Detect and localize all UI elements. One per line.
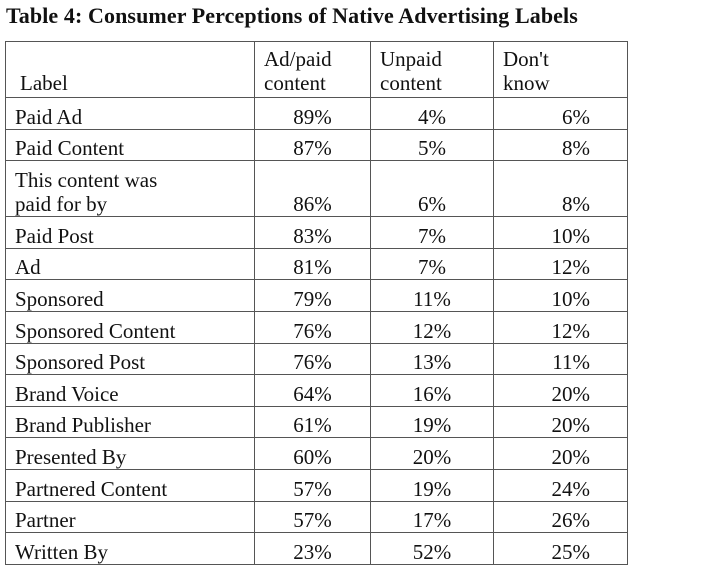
table-row: Partner 57% 17% 26%: [5, 500, 628, 534]
label-text: Paid Post: [15, 223, 94, 248]
label-text: Brand Voice: [15, 381, 119, 406]
cell-ad-paid: 76%: [254, 342, 371, 376]
cell-label: Sponsored Content: [5, 310, 255, 344]
table-row: Sponsored Content 76% 12% 12%: [5, 310, 628, 344]
cell-dont-know: 25%: [493, 532, 628, 565]
cell-unpaid: 6%: [370, 160, 494, 218]
cell-label: Partner: [5, 500, 255, 534]
cell-ad-paid: 57%: [254, 468, 371, 502]
cell-dont-know: 8%: [493, 128, 628, 162]
cell-unpaid: 19%: [370, 468, 494, 502]
cell-ad-paid: 79%: [254, 279, 371, 312]
cell-ad-paid: 87%: [254, 128, 371, 162]
cell-unpaid: 19%: [370, 405, 494, 439]
table-row: Paid Post 83% 7% 10%: [5, 216, 628, 249]
header-text: content: [380, 71, 442, 95]
cell-dont-know: 10%: [493, 216, 628, 249]
cell-unpaid: 7%: [370, 247, 494, 281]
table-row: This content was paid for by 86% 6% 8%: [5, 160, 628, 218]
label-text: Paid Content: [15, 136, 125, 161]
cell-dont-know: 12%: [493, 310, 628, 344]
label-text: Partnered Content: [15, 476, 168, 501]
cell-label: Sponsored Post: [5, 342, 255, 376]
table-row: Presented By 60% 20% 20%: [5, 437, 628, 470]
cell-label: Paid Ad: [5, 97, 255, 130]
table-row: Sponsored 79% 11% 10%: [5, 279, 628, 312]
header-text: know: [503, 71, 550, 95]
table-row: Ad 81% 7% 12%: [5, 247, 628, 281]
label-text: paid for by: [15, 192, 108, 217]
cell-dont-know: 20%: [493, 437, 628, 470]
table-row: Paid Ad 89% 4% 6%: [5, 97, 628, 130]
cell-dont-know: 11%: [493, 342, 628, 376]
header-text: Unpaid: [380, 47, 442, 71]
cell-label: This content was paid for by: [5, 160, 255, 218]
table-row: Brand Publisher 61% 19% 20%: [5, 405, 628, 439]
cell-unpaid: 5%: [370, 128, 494, 162]
label-text: Partner: [15, 508, 76, 533]
table-row: Written By 23% 52% 25%: [5, 532, 628, 565]
cell-label: Paid Post: [5, 216, 255, 249]
perceptions-table: Label Ad/paid content Unpaid content Don't…: [5, 41, 628, 565]
header-row: Label Ad/paid content Unpaid content Don't…: [5, 41, 628, 98]
cell-ad-paid: 23%: [254, 532, 371, 565]
label-text: Sponsored: [15, 286, 104, 311]
cell-label: Brand Voice: [5, 374, 255, 407]
cell-dont-know: 20%: [493, 374, 628, 407]
cell-unpaid: 16%: [370, 374, 494, 407]
cell-dont-know: 26%: [493, 500, 628, 534]
cell-unpaid: 7%: [370, 216, 494, 249]
header-text: Don't: [503, 47, 549, 71]
cell-dont-know: 12%: [493, 247, 628, 281]
label-text: Presented By: [15, 444, 127, 469]
table-row: Partnered Content 57% 19% 24%: [5, 468, 628, 502]
header-label-text: Label: [20, 71, 68, 95]
cell-ad-paid: 60%: [254, 437, 371, 470]
label-text: Paid Ad: [15, 104, 83, 129]
cell-dont-know: 6%: [493, 97, 628, 130]
cell-dont-know: 8%: [493, 160, 628, 218]
label-text: Sponsored Post: [15, 350, 146, 375]
cell-unpaid: 20%: [370, 437, 494, 470]
cell-label: Written By: [5, 532, 255, 565]
cell-label: Partnered Content: [5, 468, 255, 502]
table-row: Brand Voice 64% 16% 20%: [5, 374, 628, 407]
label-text: Sponsored Content: [15, 318, 176, 343]
cell-label: Sponsored: [5, 279, 255, 312]
cell-unpaid: 52%: [370, 532, 494, 565]
table-row: Paid Content 87% 5% 8%: [5, 128, 628, 162]
cell-unpaid: 17%: [370, 500, 494, 534]
cell-ad-paid: 81%: [254, 247, 371, 281]
cell-unpaid: 12%: [370, 310, 494, 344]
label-text: Brand Publisher: [15, 413, 151, 438]
label-text: Written By: [15, 539, 109, 564]
cell-ad-paid: 57%: [254, 500, 371, 534]
header-unpaid: Unpaid content: [370, 41, 494, 98]
table-row: Sponsored Post 76% 13% 11%: [5, 342, 628, 376]
cell-ad-paid: 86%: [254, 160, 371, 218]
header-dont-know: Don't know: [493, 41, 628, 98]
cell-ad-paid: 64%: [254, 374, 371, 407]
cell-dont-know: 10%: [493, 279, 628, 312]
header-ad-paid: Ad/paid content: [254, 41, 371, 98]
cell-ad-paid: 83%: [254, 216, 371, 249]
label-text: This content was: [15, 168, 158, 193]
cell-unpaid: 13%: [370, 342, 494, 376]
cell-unpaid: 11%: [370, 279, 494, 312]
header-text: content: [264, 71, 326, 95]
table-title: Table 4: Consumer Perceptions of Native …: [6, 3, 578, 28]
cell-label: Paid Content: [5, 128, 255, 162]
header-label: Label: [5, 41, 255, 98]
cell-label: Presented By: [5, 437, 255, 470]
header-text: Ad/paid: [264, 47, 332, 71]
cell-label: Brand Publisher: [5, 405, 255, 439]
cell-dont-know: 20%: [493, 405, 628, 439]
label-text: Ad: [15, 255, 41, 280]
cell-unpaid: 4%: [370, 97, 494, 130]
cell-ad-paid: 89%: [254, 97, 371, 130]
cell-ad-paid: 61%: [254, 405, 371, 439]
cell-dont-know: 24%: [493, 468, 628, 502]
cell-label: Ad: [5, 247, 255, 281]
cell-ad-paid: 76%: [254, 310, 371, 344]
